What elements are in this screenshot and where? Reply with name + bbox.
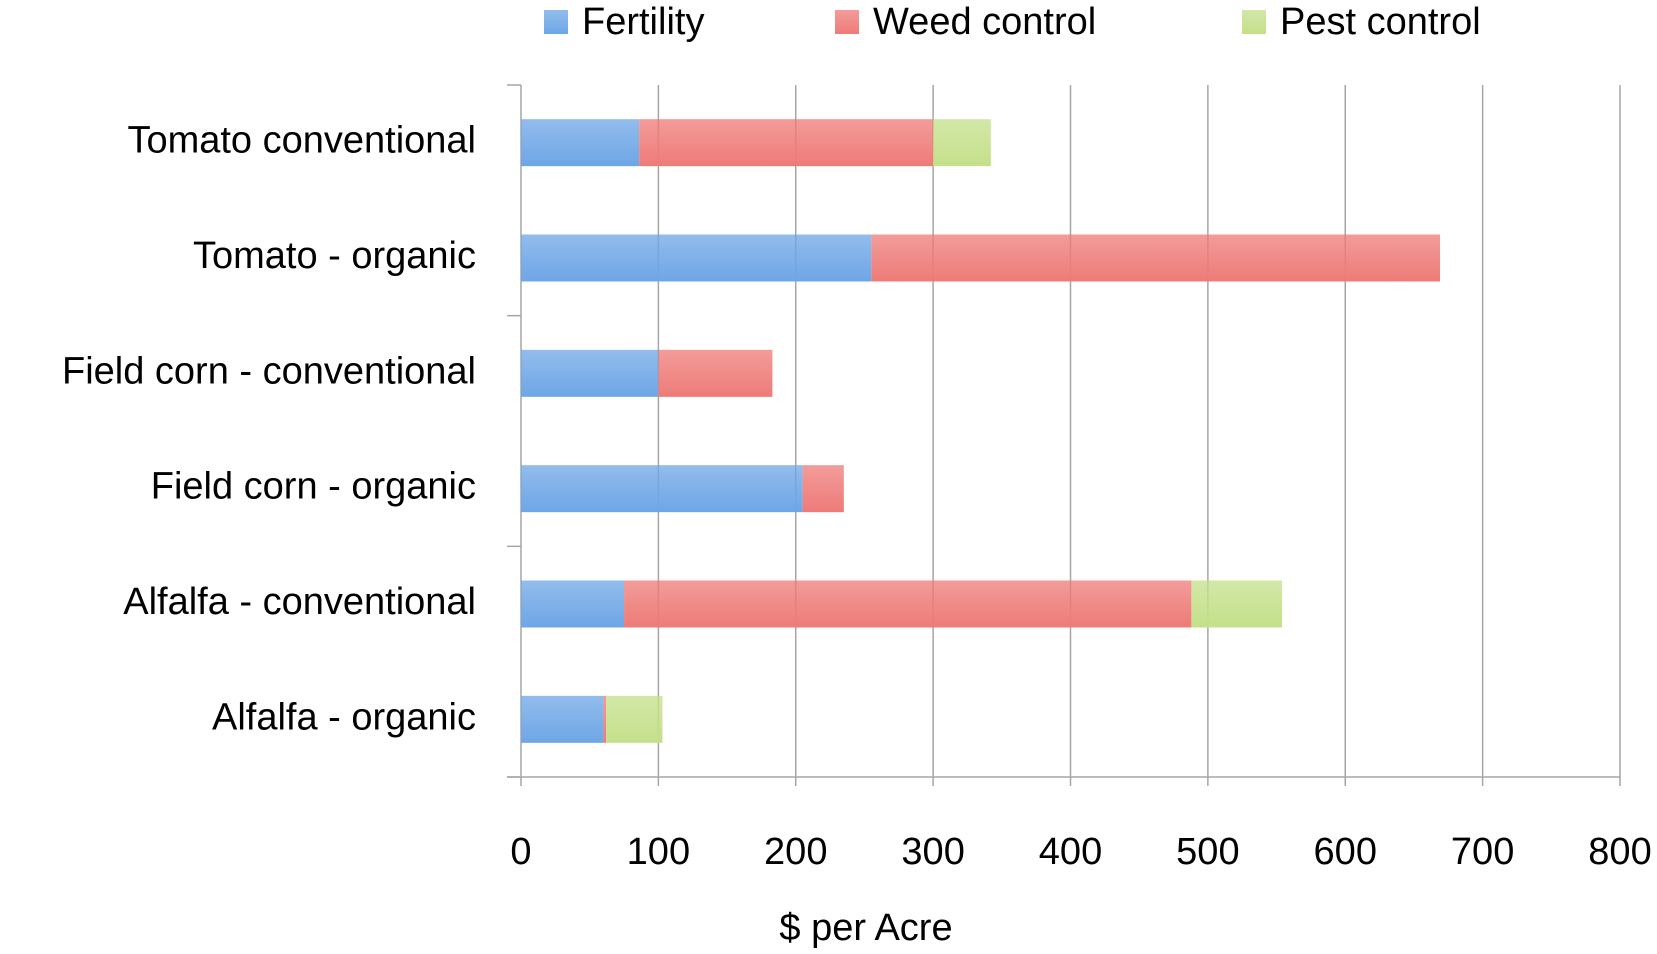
bar-segment bbox=[658, 349, 773, 397]
bar-segment bbox=[521, 234, 872, 282]
bar-segment bbox=[521, 580, 625, 628]
y-tick-label: Alfalfa - conventional bbox=[123, 581, 476, 623]
x-tick-label: 600 bbox=[1314, 831, 1377, 873]
bar-segment bbox=[1191, 580, 1283, 628]
x-axis-label: $ per Acre bbox=[779, 907, 952, 949]
legend-label: Fertility bbox=[582, 1, 704, 43]
bar-segment bbox=[521, 695, 604, 743]
bar-segment bbox=[603, 695, 607, 743]
y-tick-label: Field corn - organic bbox=[151, 466, 476, 508]
x-tick-label: 100 bbox=[627, 831, 690, 873]
bar-segment bbox=[606, 695, 663, 743]
bar-segment bbox=[521, 119, 640, 167]
y-tick-label: Alfalfa - organic bbox=[212, 696, 476, 738]
bar-segment bbox=[871, 234, 1441, 282]
y-tick-label: Field corn - conventional bbox=[62, 350, 476, 392]
y-tick-label: Tomato conventional bbox=[127, 120, 476, 162]
y-tick-label: Tomato - organic bbox=[193, 235, 476, 277]
x-tick-label: 400 bbox=[1039, 831, 1102, 873]
bar-segment bbox=[521, 465, 803, 513]
bar-segment bbox=[933, 119, 991, 167]
legend-label: Pest control bbox=[1280, 1, 1481, 43]
x-tick-label: 800 bbox=[1588, 831, 1651, 873]
legend-label: Weed control bbox=[873, 1, 1096, 43]
bar-segment bbox=[624, 580, 1192, 628]
bar-segment bbox=[639, 119, 934, 167]
x-tick-label: 0 bbox=[510, 831, 531, 873]
legend-swatch bbox=[1242, 10, 1266, 34]
bar-segment bbox=[802, 465, 844, 513]
legend-swatch bbox=[835, 10, 859, 34]
legend-swatch bbox=[544, 10, 568, 34]
x-tick-label: 500 bbox=[1176, 831, 1239, 873]
bar-segment bbox=[521, 349, 659, 397]
x-tick-label: 200 bbox=[764, 831, 827, 873]
x-tick-label: 700 bbox=[1451, 831, 1514, 873]
x-tick-label: 300 bbox=[901, 831, 964, 873]
